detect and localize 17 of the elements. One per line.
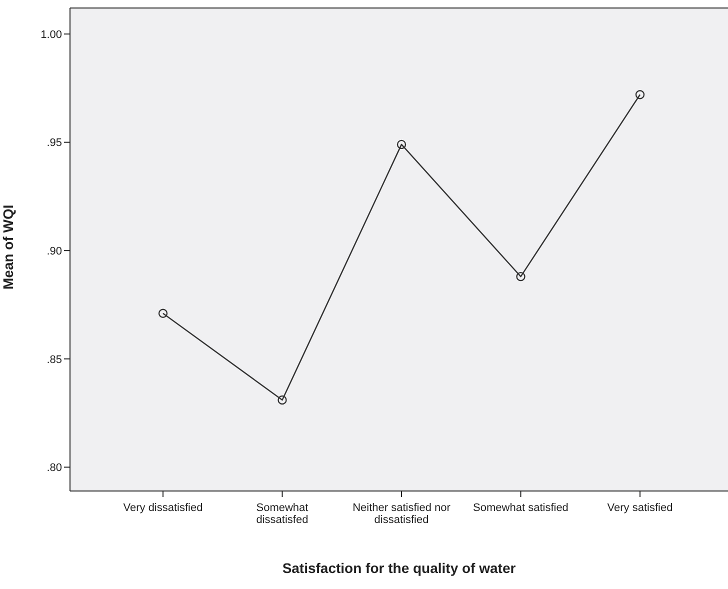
y-axis-title: Mean of WQI (0, 204, 16, 290)
x-axis-title: Satisfaction for the quality of water (282, 560, 516, 576)
y-tick-label: .90 (46, 245, 62, 258)
x-tick-label: Very satisfied (607, 502, 673, 514)
point (396, 140, 406, 150)
x-tick-label: Somewhat satisfied (473, 502, 568, 514)
x-tick-label: Very dissatisfied (123, 502, 203, 514)
x-tick-label: Neither satisfied nor dissatisfied (352, 502, 451, 526)
point (516, 272, 526, 282)
y-tick-label: .80 (46, 462, 62, 474)
point (635, 90, 645, 100)
point (158, 308, 168, 318)
y-tick-label: .95 (46, 137, 62, 150)
y-tick-label: .85 (46, 354, 62, 366)
y-tick-label: 1.00 (40, 28, 62, 41)
x-tick-label: Somewhat dissatisfed (256, 502, 308, 526)
point (278, 395, 287, 405)
